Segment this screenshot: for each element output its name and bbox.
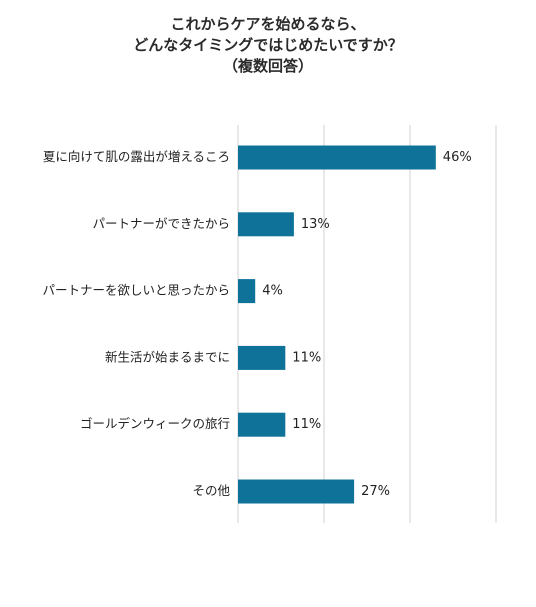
category-label: 新生活が始まるまでに: [105, 349, 230, 364]
category-label: その他: [192, 483, 230, 498]
chart-title-line-1: これからケアを始めるなら、: [170, 15, 366, 33]
value-label: 46%: [443, 150, 472, 165]
bar: [238, 145, 436, 170]
chart-title-line-2: どんなタイミングではじめたいですか？: [133, 36, 403, 54]
bar: [238, 412, 286, 437]
value-label: 27%: [361, 484, 390, 499]
category-label: パートナーができたから: [92, 216, 230, 231]
bar: [238, 279, 256, 304]
value-label: 13%: [301, 217, 330, 232]
category-label: ゴールデンウィークの旅行: [80, 416, 230, 431]
category-label: 夏に向けて肌の露出が増えるころ: [43, 149, 230, 164]
value-label: 4%: [262, 284, 283, 299]
chart-title-line-3: （複数回答）: [222, 57, 313, 75]
bar: [238, 345, 286, 370]
category-label: パートナーを欲しいと思ったから: [42, 283, 230, 298]
value-label: 11%: [292, 417, 321, 432]
bar: [238, 479, 355, 504]
bar: [238, 212, 294, 237]
value-label: 11%: [292, 350, 321, 365]
